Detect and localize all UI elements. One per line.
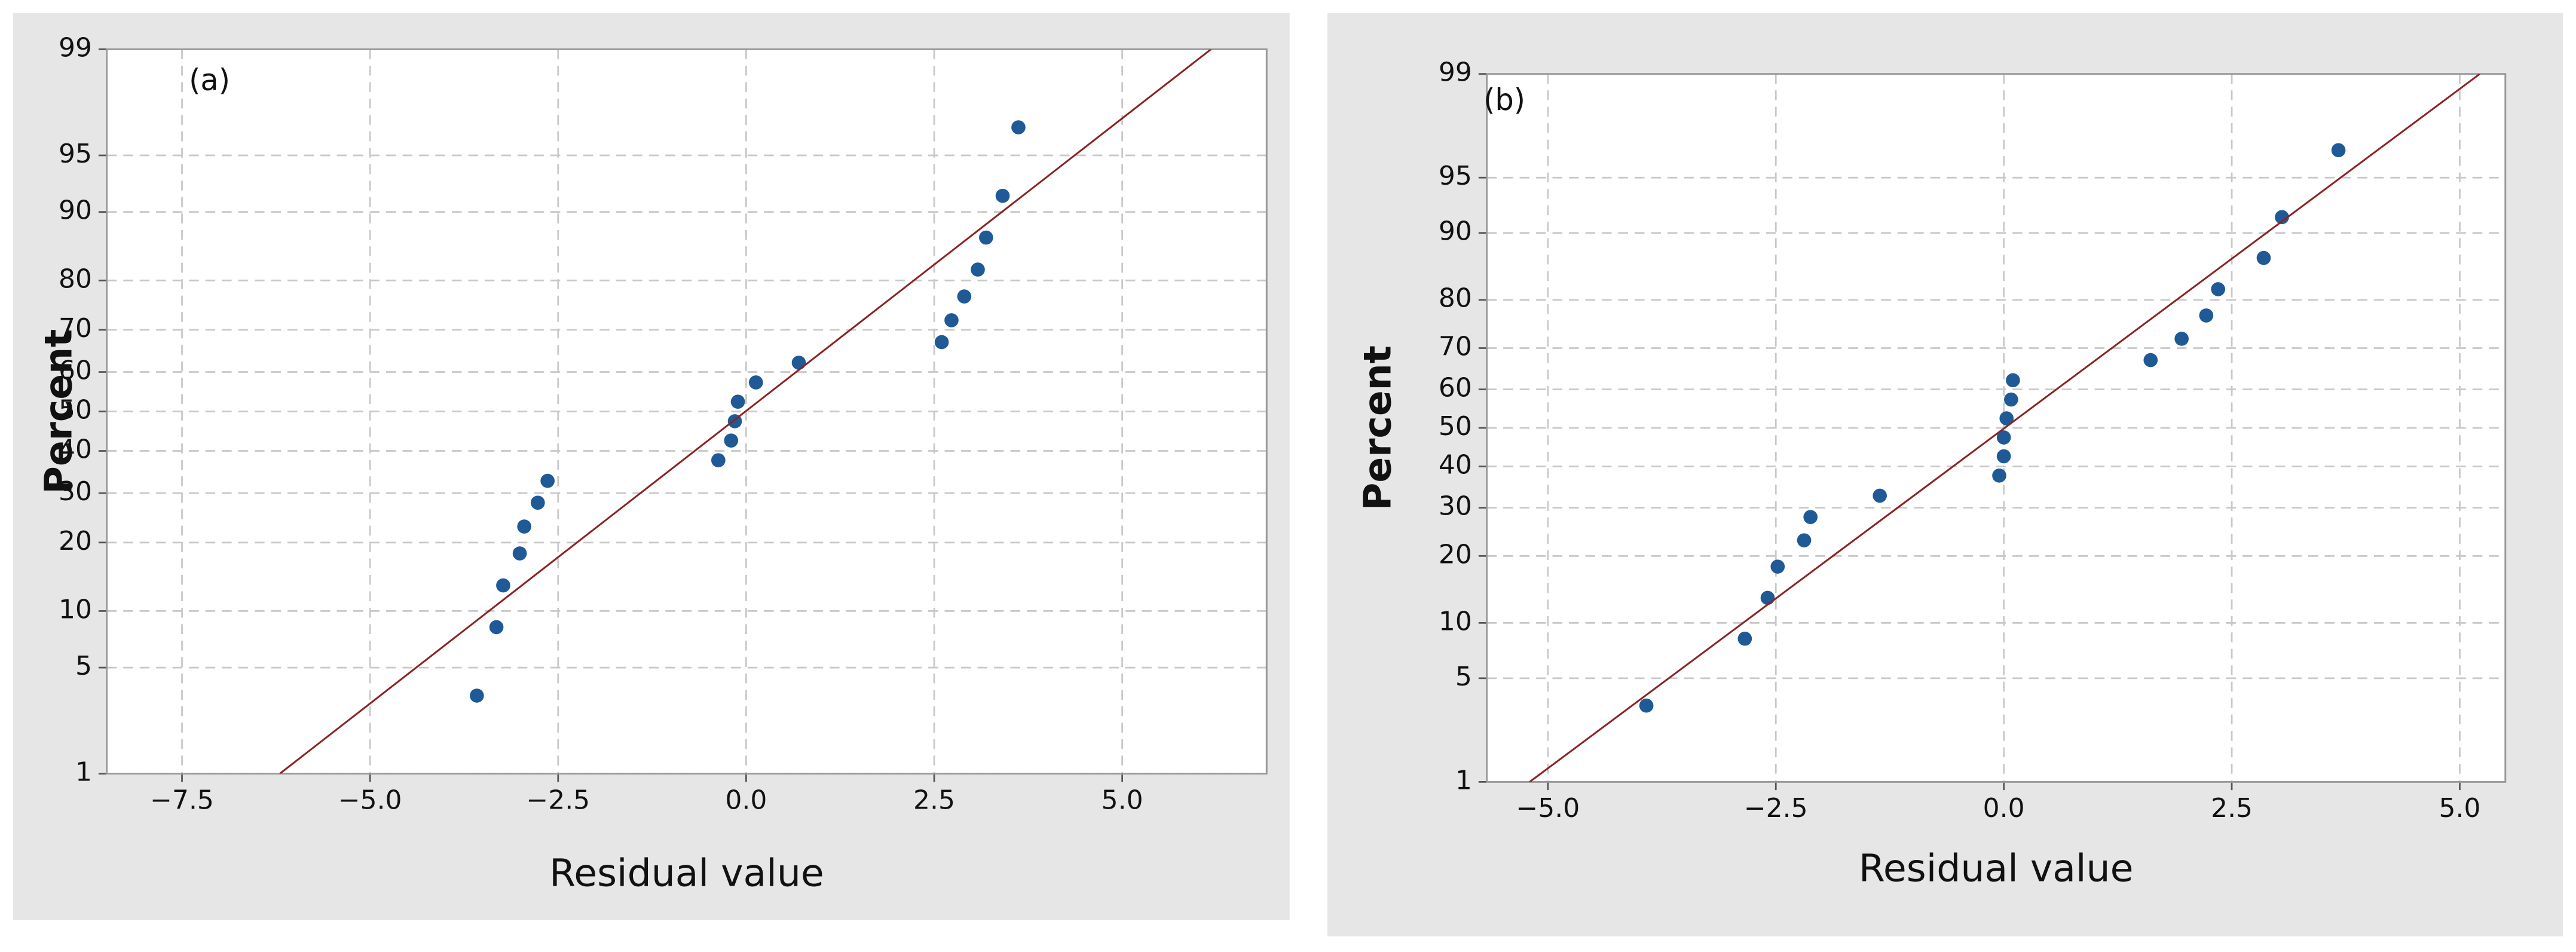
data-point: [791, 356, 806, 370]
data-point: [1996, 430, 2011, 445]
y-tick-label: 20: [1439, 539, 1472, 570]
y-tick-label: 50: [1439, 411, 1472, 442]
y-tick-label: 95: [1439, 161, 1472, 191]
data-point: [517, 519, 531, 534]
data-point: [2143, 353, 2158, 368]
data-point: [2199, 308, 2214, 323]
data-point: [470, 688, 484, 703]
data-point: [1992, 469, 2006, 483]
data-point: [944, 313, 959, 327]
data-point: [724, 433, 739, 448]
data-point: [540, 473, 555, 488]
y-tick-label: 30: [1439, 491, 1472, 522]
data-point: [2174, 332, 2189, 346]
y-tick-label: 10: [59, 594, 92, 625]
x-tick-label: 0.0: [1983, 793, 2025, 824]
fit-line: [279, 49, 1212, 774]
data-point: [2211, 282, 2226, 296]
data-point: [1011, 120, 1026, 134]
data-point: [1797, 533, 1812, 547]
y-tick-label: 60: [1439, 373, 1472, 403]
y-tick-label: 90: [1439, 216, 1472, 247]
y-tick-label: 99: [59, 32, 92, 63]
data-point: [730, 394, 745, 409]
y-tick-label: 5: [75, 651, 92, 681]
x-tick-label: −5.0: [338, 785, 402, 815]
data-point: [512, 546, 527, 561]
data-point: [934, 335, 949, 350]
x-tick-label: −7.5: [150, 785, 214, 815]
y-tick-label: 70: [59, 313, 92, 344]
data-point: [957, 289, 972, 304]
plot-frame: [1486, 73, 2507, 783]
data-point: [1737, 631, 1752, 646]
data-point: [1639, 698, 1654, 713]
data-point: [711, 453, 726, 468]
y-tick-label: 5: [1455, 662, 1472, 692]
x-tick-label: 2.5: [913, 785, 955, 815]
y-tick-label: 90: [59, 195, 92, 226]
data-point: [995, 188, 1010, 203]
x-tick-label: −2.5: [526, 785, 590, 815]
data-point: [971, 262, 985, 277]
x-axis-title: Residual value: [1859, 846, 2134, 890]
data-point: [2331, 143, 2346, 158]
y-tick-label: 1: [75, 757, 92, 788]
y-tick-label: 30: [59, 476, 92, 507]
data-point: [1996, 449, 2011, 464]
data-point: [489, 620, 504, 635]
y-tick-label: 95: [59, 139, 92, 169]
x-tick-label: −2.5: [1744, 793, 1808, 824]
fit-line: [1529, 74, 2480, 782]
data-point: [748, 375, 763, 390]
data-point: [1770, 559, 1785, 574]
y-tick-label: 20: [59, 526, 92, 556]
x-tick-label: 2.5: [2211, 793, 2253, 824]
x-tick-label: 5.0: [2439, 793, 2481, 824]
y-tick-label: 40: [1439, 450, 1472, 480]
plot-frame: [106, 48, 1268, 775]
x-tick-label: −5.0: [1516, 793, 1580, 824]
y-tick-label: 99: [1439, 57, 1472, 88]
y-tick-label: 80: [1439, 283, 1472, 314]
y-axis-title: Percent: [36, 329, 80, 494]
data-point: [2006, 373, 2020, 388]
x-axis-title: Residual value: [549, 851, 824, 895]
data-point: [1803, 510, 1818, 525]
data-point: [979, 230, 993, 245]
y-tick-label: 50: [59, 395, 92, 426]
y-tick-label: 80: [59, 264, 92, 294]
data-point: [530, 495, 545, 510]
panel-label: (b): [1483, 82, 1525, 117]
x-tick-label: 5.0: [1102, 785, 1143, 815]
x-tick-label: 0.0: [725, 785, 767, 815]
data-point: [2256, 250, 2271, 265]
data-point: [496, 578, 510, 593]
y-axis-title: Percent: [1356, 345, 1400, 510]
y-tick-label: 60: [59, 356, 92, 386]
data-point: [1999, 411, 2014, 426]
y-tick-label: 10: [1439, 606, 1472, 636]
data-point: [2004, 392, 2018, 407]
data-point: [1873, 488, 1887, 503]
panel-label: (a): [189, 63, 230, 97]
data-point: [1760, 590, 1775, 605]
y-tick-label: 70: [1439, 332, 1472, 362]
y-tick-label: 1: [1455, 765, 1472, 795]
y-tick-label: 40: [59, 434, 92, 465]
data-point: [2275, 210, 2289, 225]
